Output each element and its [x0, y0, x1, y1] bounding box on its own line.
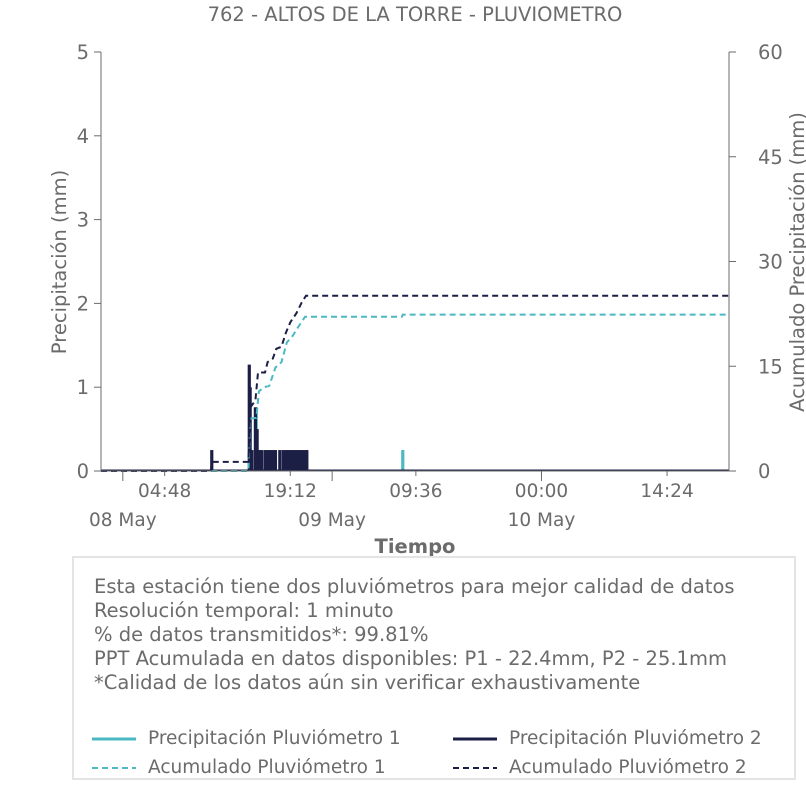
info-line-transmitted: % de datos transmitidos*: 99.81%	[94, 623, 429, 646]
y-tick-label-0: 0	[77, 460, 89, 483]
y-tick-label-2: 2	[77, 292, 89, 315]
x-tick-label-0: 04:48	[138, 481, 191, 502]
x-date-label-0: 08 May	[89, 510, 157, 531]
x-axis-label: Tiempo	[375, 535, 456, 556]
y2-tick-label-3: 45	[758, 146, 783, 169]
legend-swatch-p2-solid	[453, 737, 497, 740]
legend-label-p1-precip: Precipitación Pluviómetro 1	[148, 728, 401, 749]
y-tick-label-5: 5	[77, 41, 89, 64]
legend-item-p2-acum: Acumulado Pluviómetro 2	[453, 757, 747, 778]
legend-item-p1-acum: Acumulado Pluviómetro 1	[92, 757, 386, 778]
y2-tick-label-2: 30	[758, 251, 783, 274]
chart-title: 762 - ALTOS DE LA TORRE - PLUVIOMETRO	[208, 3, 623, 26]
info-box: Esta estación tiene dos pluviómetros par…	[72, 556, 796, 780]
legend-label-p2-acum: Acumulado Pluviómetro 2	[509, 757, 747, 778]
acum-line-2	[101, 294, 729, 472]
y-tick-label-1: 1	[77, 376, 89, 399]
legend-item-p2-precip: Precipitación Pluviómetro 2	[453, 728, 762, 749]
x-date-label-1: 09 May	[298, 510, 366, 531]
legend-item-p1-precip: Precipitación Pluviómetro 1	[92, 728, 401, 749]
info-lines: Esta estación tiene dos pluviómetros par…	[94, 575, 735, 695]
y-axis-label: Precipitación (mm)	[48, 170, 71, 354]
legend-swatch-p1-solid	[92, 737, 136, 740]
info-line-quality: *Calidad de los datos aún sin verificar …	[94, 671, 641, 694]
x-tick-label-1: 19:12	[264, 481, 317, 502]
acum-line-1	[101, 313, 729, 472]
x-tick-label-2: 09:36	[389, 481, 442, 502]
y2-tick-label-0: 0	[758, 460, 770, 483]
lines-layer	[101, 294, 729, 472]
y2-tick-label-4: 60	[758, 41, 783, 64]
y2-tick-label-1: 15	[758, 355, 783, 378]
rainfall-chart: 762 - ALTOS DE LA TORRE - PLUVIOMETRO 0 1…	[48, 3, 806, 556]
legend-swatch-p2-dashed	[453, 766, 497, 769]
legend-label-p1-acum: Acumulado Pluviómetro 1	[148, 757, 386, 778]
bars-layer	[101, 364, 729, 472]
x-date-label-2: 10 May	[508, 510, 576, 531]
info-line-accumulated: PPT Acumulada en datos disponibles: P1 -…	[94, 647, 727, 670]
legend-label-p2-precip: Precipitación Pluviómetro 2	[509, 728, 762, 749]
info-line-resolution: Resolución temporal: 1 minuto	[94, 599, 394, 622]
x-tick-label-4: 14:24	[640, 481, 693, 502]
y-tick-label-3: 3	[77, 209, 89, 232]
y-tick-label-4: 4	[77, 125, 89, 148]
y2-axis-label: Acumulado Precipitación (mm)	[786, 112, 806, 412]
legend-swatch-p1-dashed	[92, 766, 136, 769]
info-line-stations: Esta estación tiene dos pluviómetros par…	[94, 575, 735, 598]
x-tick-label-3: 00:00	[515, 481, 568, 502]
